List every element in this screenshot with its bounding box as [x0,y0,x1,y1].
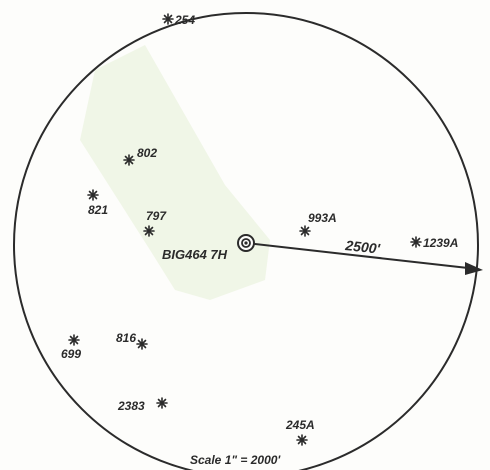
radius-arrowhead [465,262,483,275]
well-label: 699 [61,347,81,361]
center-well-label: BIG464 7H [162,247,228,262]
well-star-icon [123,154,135,166]
well-802: 802 [123,146,157,166]
well-993A: 993A [299,211,337,237]
well-label: 245A [285,418,315,432]
well-label: 1239A [423,236,458,250]
well-label: 993A [308,211,337,225]
radius-arrow-line [245,242,469,269]
highlight-corridor [80,45,270,300]
well-2383: 2383 [117,397,168,413]
well-star-icon [296,434,308,446]
well-label: 2383 [117,399,145,413]
radius-circle [13,12,479,470]
well-816: 816 [116,331,148,350]
well-label: 816 [116,331,136,345]
well-254: 254 [162,13,195,27]
well-star-icon [156,397,168,409]
well-1239A: 1239A [410,236,458,250]
well-star-icon [162,13,174,25]
target-well-icon [237,234,255,252]
well-label: 821 [88,203,108,217]
well-star-icon [87,189,99,201]
well-699: 699 [61,334,81,361]
well-821: 821 [87,189,108,217]
well-label: 797 [146,209,167,223]
well-797: 797 [143,209,167,237]
well-star-icon [299,225,311,237]
radius-label: 2500' [344,237,382,257]
well-label: 254 [174,13,195,27]
well-star-icon [136,338,148,350]
well-star-icon [68,334,80,346]
scale-label: Scale 1" = 2000' [190,453,281,467]
well-label: 802 [137,146,157,160]
well-245A: 245A [285,418,315,446]
well-star-icon [410,236,422,248]
well-star-icon [143,225,155,237]
